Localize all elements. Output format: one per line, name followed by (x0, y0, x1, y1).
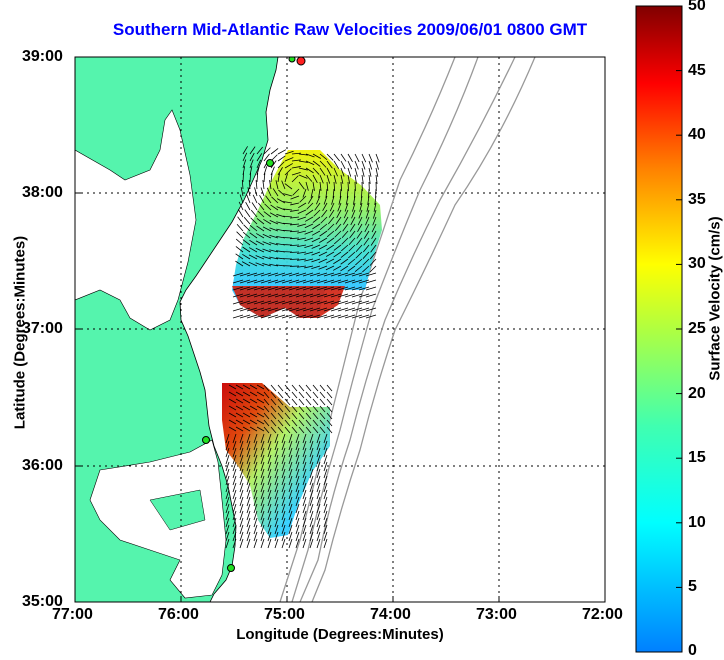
colorbar-gradient (636, 6, 682, 652)
velocity-arrow (290, 252, 299, 253)
x-tick-label: 73:00 (476, 606, 517, 624)
x-tick-label: 76:00 (158, 606, 199, 624)
y-tick-label: 38:00 (22, 184, 63, 202)
colorbar-tick-label: 15 (688, 449, 706, 467)
y-tick-label: 39:00 (22, 48, 63, 66)
colorbar-tick-label: 5 (688, 578, 697, 596)
velocity-arrow (243, 173, 244, 182)
x-tick-label: 77:00 (52, 606, 93, 624)
x-tick-label: 72:00 (582, 606, 623, 624)
colorbar-label: Surface Velocity (cm/s) (707, 189, 724, 409)
station-marker (228, 565, 235, 572)
x-tick-label: 75:00 (264, 606, 305, 624)
colorbar-tick-label: 20 (688, 385, 706, 403)
velocity-arrow (283, 237, 292, 238)
colorbar-tick-label: 0 (688, 642, 697, 660)
colorbar-tick-label: 45 (688, 62, 706, 80)
x-axis-label: Longitude (Degrees:Minutes) (75, 626, 605, 643)
x-tick-label: 74:00 (370, 606, 411, 624)
colorbar-tick-label: 40 (688, 126, 706, 144)
station-marker (203, 437, 210, 444)
colorbar-tick-label: 30 (688, 255, 706, 273)
y-axis-label: Latitude (Degrees:Minutes) (12, 223, 29, 443)
colorbar-tick-label: 50 (688, 0, 706, 15)
colorbar-tick-label: 25 (688, 320, 706, 338)
colorbar-tick-label: 10 (688, 514, 706, 532)
station-marker-red (297, 57, 305, 65)
colorbar-tick-label: 35 (688, 191, 706, 209)
station-marker (267, 160, 274, 167)
y-tick-label: 36:00 (22, 457, 63, 475)
